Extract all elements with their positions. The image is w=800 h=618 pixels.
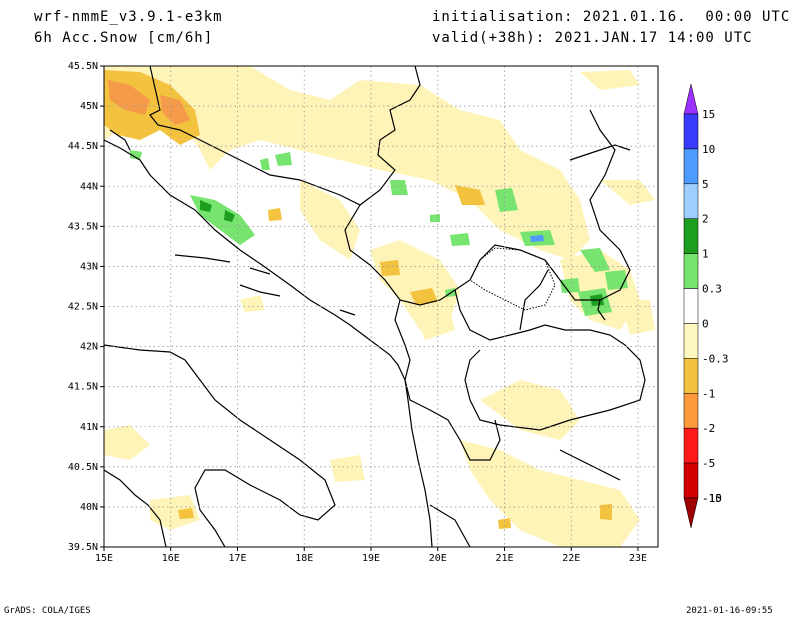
colorbar: 15 10 5 2 1 0.3 0 -0.3 -1 -2 -5 -10-15	[683, 83, 729, 529]
init-time: initialisation: 2021.01.16. 00:00 UTC	[432, 9, 791, 25]
lon-tick-label: 17E	[228, 553, 246, 564]
dotted-border	[469, 247, 556, 311]
colorbar-label: -10	[702, 492, 722, 505]
lon-tick-label: 20E	[429, 553, 447, 564]
colorbar-top-triangle	[683, 83, 699, 115]
colorbar-label: -2	[702, 422, 715, 435]
lon-tick-label: 22E	[562, 553, 580, 564]
footer-timestamp: 2021-01-16-09:55	[686, 606, 773, 616]
colorbar-label: -15	[702, 492, 722, 505]
colorbar-label: -0.3	[702, 352, 729, 365]
colorbar-label: -5	[702, 457, 715, 470]
colorbar-box	[683, 113, 699, 150]
lat-tick-label: 40N	[80, 502, 98, 513]
colorbar-box	[683, 218, 699, 254]
colorbar-label: 10	[702, 143, 715, 156]
valid-time: valid(+38h): 2021.JAN.17 14:00 UTC	[432, 30, 753, 46]
colorbar-bottom-triangle	[683, 497, 699, 529]
snow-green	[130, 150, 628, 316]
model-name: wrf-nmmE_v3.9.1-e3km	[34, 9, 223, 25]
colorbar-box	[683, 253, 699, 289]
colorbar-box	[683, 148, 699, 185]
lon-tick-label: 15E	[95, 553, 113, 564]
snow-field-layer	[104, 66, 655, 547]
lon-tick-label: 19E	[362, 553, 380, 564]
snow-yellow-orange	[104, 70, 612, 529]
colorbar-label: 5	[702, 178, 709, 191]
lat-tick-label: 42N	[80, 342, 98, 353]
lon-tick-label: 21E	[495, 553, 513, 564]
footer-credit: GrADS: COLA/IGES	[4, 606, 91, 616]
graticule	[104, 66, 658, 547]
lat-tick-label: 41.5N	[68, 382, 98, 393]
lon-tick-label: 16E	[162, 553, 180, 564]
axis-ticks: 15E 16E 17E 18E 19E 20E 21E 22E 23E 39.5N 40N 40.5N…	[68, 61, 647, 564]
lat-tick-label: 44N	[80, 181, 98, 192]
colorbar-box	[683, 323, 699, 359]
lon-tick-label: 18E	[295, 553, 313, 564]
field-name: 6h Acc.Snow [cm/6h]	[34, 30, 214, 46]
lat-tick-label: 43.5N	[68, 221, 98, 232]
colorbar-box	[683, 288, 699, 324]
colorbar-label: -1	[702, 387, 715, 400]
lat-tick-label: 41N	[80, 422, 98, 433]
lat-tick-label: 40.5N	[68, 462, 98, 473]
lat-tick-label: 43N	[80, 261, 98, 272]
lat-tick-label: 44.5N	[68, 141, 98, 152]
lat-tick-label: 39.5N	[68, 542, 98, 553]
colorbar-box	[683, 427, 699, 464]
lat-tick-label: 45N	[80, 101, 98, 112]
colorbar-label: 2	[702, 213, 709, 226]
colorbar-box	[683, 358, 699, 394]
lat-tick-label: 45.5N	[68, 61, 98, 72]
colorbar-box	[683, 462, 699, 499]
colorbar-label: 0.3	[702, 283, 722, 296]
lon-tick-label: 23E	[629, 553, 647, 564]
colorbar-label: 15	[702, 108, 715, 121]
lat-tick-label: 42.5N	[68, 302, 98, 313]
colorbar-label: 0	[702, 317, 709, 330]
colorbar-box	[683, 393, 699, 429]
colorbar-label: 1	[702, 248, 709, 261]
colorbar-box	[683, 183, 699, 219]
